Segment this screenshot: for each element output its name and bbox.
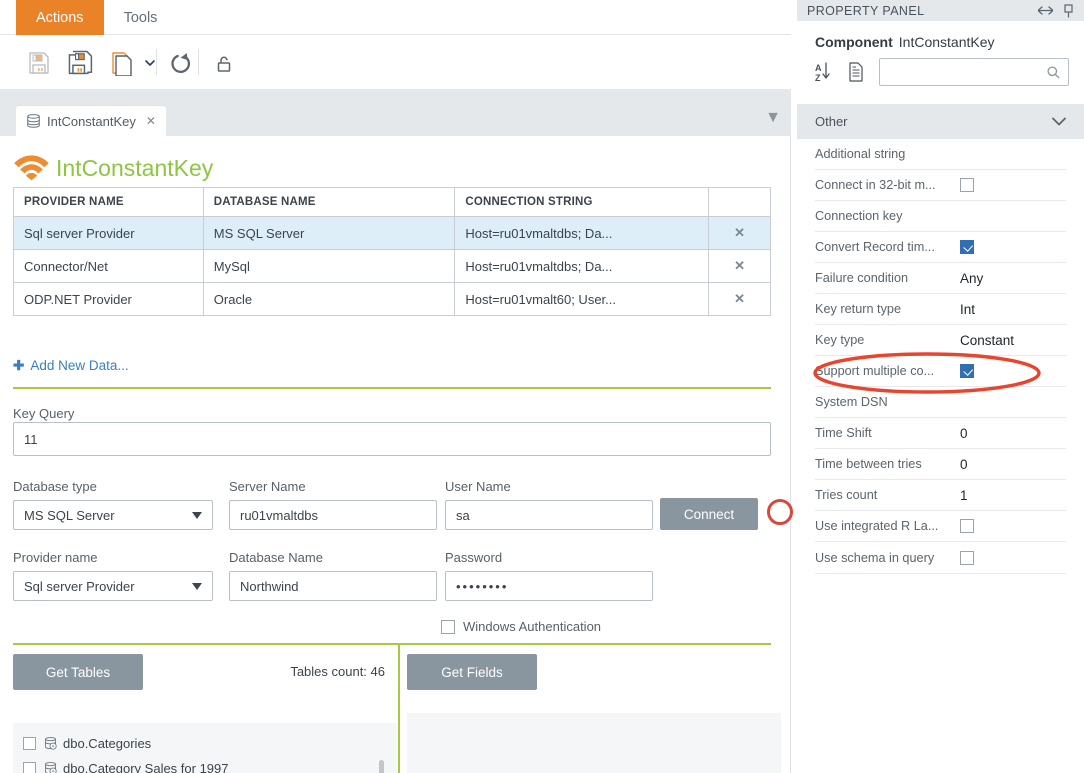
svg-text:A: A [815, 63, 822, 73]
svg-text:Z: Z [815, 73, 821, 82]
